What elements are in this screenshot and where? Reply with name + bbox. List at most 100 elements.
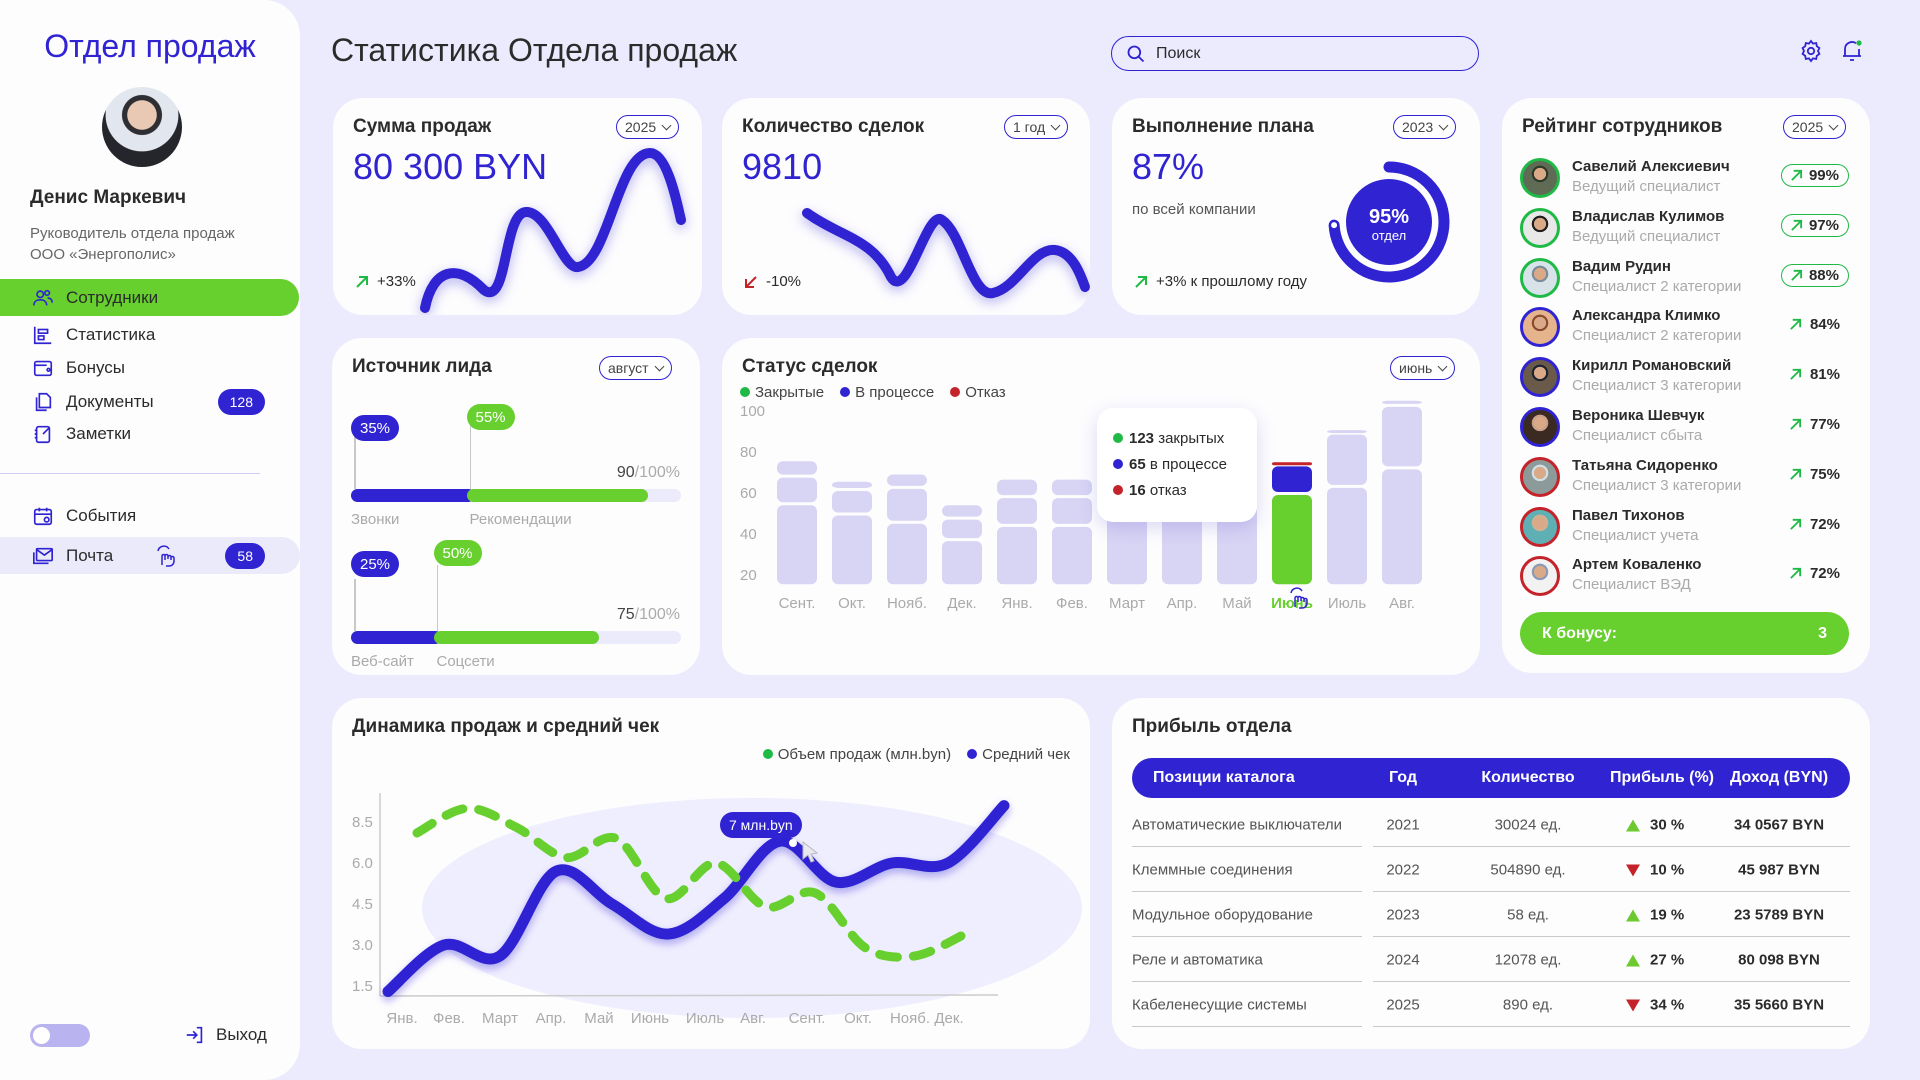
table-row[interactable]: Модульное оборудование 2023 58 ед. 19 % … xyxy=(1132,892,1850,937)
table-row[interactable]: Клеммные соединения 2022 504890 ед. 10 %… xyxy=(1132,847,1850,892)
bar-closed[interactable] xyxy=(832,515,872,585)
bar-rejected[interactable] xyxy=(1052,479,1092,496)
bar-rejected[interactable] xyxy=(887,474,927,486)
bar-rejected[interactable] xyxy=(997,479,1037,496)
month-dropdown[interactable]: август xyxy=(599,356,672,380)
employee-row[interactable]: Кирилл Романовский Специалист 3 категории… xyxy=(1502,357,1870,407)
employee-row[interactable]: Владислав Кулимов Ведущий специалист 97% xyxy=(1502,207,1870,258)
x-tick-label[interactable]: Дек. xyxy=(947,595,976,612)
logout-button[interactable]: Выход xyxy=(184,1024,267,1046)
month-dropdown[interactable]: июнь xyxy=(1390,356,1456,380)
gear-icon[interactable] xyxy=(1799,39,1823,63)
employee-role: Специалист 3 категории xyxy=(1572,476,1742,494)
sidebar-item-4[interactable]: Заметки xyxy=(0,415,300,452)
employee-row[interactable]: Вероника Шевчук Специалист сбыта 77% xyxy=(1502,407,1870,457)
search-bar[interactable] xyxy=(1111,36,1479,71)
sidebar-item-events[interactable]: События xyxy=(0,497,300,534)
bar-rejected[interactable] xyxy=(1382,400,1422,404)
bell-icon[interactable] xyxy=(1840,38,1864,64)
legend-in-progress: В процессе xyxy=(840,384,934,401)
employee-name: Владислав Кулимов xyxy=(1572,207,1725,225)
bar-progress[interactable] xyxy=(1382,406,1422,467)
bar-rejected[interactable] xyxy=(832,481,872,488)
card-title: Прибыль отдела xyxy=(1132,716,1292,737)
lead-segment-social[interactable] xyxy=(433,631,599,644)
bar-closed[interactable] xyxy=(1217,505,1257,585)
x-tick-label[interactable]: Май xyxy=(1222,595,1251,612)
x-tick-label[interactable]: Апр. xyxy=(1167,595,1198,612)
user-avatar[interactable] xyxy=(102,87,182,167)
bar-progress[interactable] xyxy=(1272,466,1312,493)
x-tick-label[interactable]: Фев. xyxy=(1056,595,1088,612)
bonus-button[interactable]: К бонусу: 3 xyxy=(1520,612,1849,655)
highlighted-point[interactable] xyxy=(789,839,797,847)
bar-progress[interactable] xyxy=(997,498,1037,524)
col-quantity[interactable]: Количество xyxy=(1481,769,1575,786)
period-dropdown[interactable]: 1 год xyxy=(1004,115,1069,139)
theme-toggle[interactable] xyxy=(30,1024,90,1047)
employee-row[interactable]: Вадим Рудин Специалист 2 категории 88% xyxy=(1502,257,1870,308)
series-sales-volume[interactable] xyxy=(412,803,970,962)
bar-progress[interactable] xyxy=(887,488,927,521)
bar-rejected[interactable] xyxy=(942,505,982,517)
col-item[interactable]: Позиции каталога xyxy=(1153,769,1295,786)
table-row[interactable]: Автоматические выключатели 2021 30024 ед… xyxy=(1132,802,1850,847)
employee-row[interactable]: Савелий Алексиевич Ведущий специалист 99% xyxy=(1502,158,1870,208)
lead-segment-referrals[interactable] xyxy=(466,489,648,502)
bar-closed[interactable] xyxy=(997,526,1037,585)
bar-closed[interactable] xyxy=(777,505,817,585)
bar-progress[interactable] xyxy=(1327,434,1367,485)
trend-down-icon xyxy=(1626,999,1640,1012)
col-year[interactable]: Год xyxy=(1389,769,1417,786)
bar-progress[interactable] xyxy=(1052,498,1092,524)
sidebar-item-label: Почта xyxy=(66,545,114,565)
bar-closed[interactable] xyxy=(1162,506,1202,585)
employee-row[interactable]: Павел Тихонов Специалист учета 72% xyxy=(1502,506,1870,557)
employee-score: 88% xyxy=(1781,263,1849,287)
employee-row[interactable]: Артем Коваленко Специалист ВЭД 72% xyxy=(1502,556,1870,606)
period-dropdown[interactable]: 2023 xyxy=(1393,115,1457,139)
sidebar-item-3[interactable]: Документы 128 xyxy=(0,383,300,420)
bar-closed[interactable] xyxy=(1327,487,1367,585)
lead-segment-website[interactable] xyxy=(351,631,442,644)
logout-icon xyxy=(186,1026,203,1044)
bar-rejected[interactable] xyxy=(1272,462,1312,466)
x-tick-label: Окт. xyxy=(844,1010,872,1027)
x-tick-label[interactable]: Янв. xyxy=(1001,595,1032,612)
employee-row[interactable]: Александра Климко Специалист 2 категории 8… xyxy=(1502,307,1870,357)
period-dropdown[interactable]: 2025 xyxy=(616,115,680,139)
bar-progress[interactable] xyxy=(777,477,817,503)
bar-rejected[interactable] xyxy=(1327,430,1367,434)
x-tick-label[interactable]: Сент. xyxy=(779,595,816,612)
bar-closed[interactable] xyxy=(942,541,982,585)
bar-closed[interactable] xyxy=(1382,469,1422,585)
sidebar-item-1[interactable]: Статистика xyxy=(0,316,300,353)
sidebar-item-mail[interactable]: Почта 58 xyxy=(0,537,300,574)
x-tick-label[interactable]: Окт. xyxy=(838,595,866,612)
bar-closed[interactable] xyxy=(1272,495,1312,585)
sidebar-item-2[interactable]: Бонусы xyxy=(0,349,300,386)
x-tick-label[interactable]: Авг. xyxy=(1389,595,1415,612)
sidebar-item-0[interactable]: Сотрудники xyxy=(0,279,299,316)
bar-closed[interactable] xyxy=(1052,526,1092,585)
period-dropdown[interactable]: 2025 xyxy=(1783,115,1847,139)
bar-closed[interactable] xyxy=(1107,509,1147,585)
dept-label: отдел xyxy=(1372,228,1406,243)
series-average-check[interactable] xyxy=(382,800,1010,997)
table-row[interactable]: Реле и автоматика 2024 12078 ед. 27 % 80… xyxy=(1132,937,1850,982)
bar-progress[interactable] xyxy=(942,519,982,539)
search-input[interactable] xyxy=(1156,44,1456,63)
x-tick-label[interactable]: Март xyxy=(1109,595,1145,612)
employee-row[interactable]: Татьяна Сидоренко Специалист 3 категории 7… xyxy=(1502,456,1870,507)
x-tick-label[interactable]: Июль xyxy=(1328,595,1366,612)
table-row[interactable]: Кабеленесущие системы 2025 890 ед. 34 % … xyxy=(1132,982,1850,1027)
x-tick-label[interactable]: Нояб. xyxy=(887,595,927,612)
col-profit[interactable]: Прибыль (%) xyxy=(1610,769,1714,786)
bar-closed[interactable] xyxy=(887,523,927,585)
employee-role: Специалист 3 категории xyxy=(1572,377,1742,395)
lead-total-max: /100% xyxy=(634,606,680,623)
lead-segment-calls[interactable] xyxy=(351,489,475,502)
bar-rejected[interactable] xyxy=(777,461,817,475)
bar-progress[interactable] xyxy=(832,490,872,513)
col-income[interactable]: Доход (BYN) xyxy=(1729,769,1829,786)
